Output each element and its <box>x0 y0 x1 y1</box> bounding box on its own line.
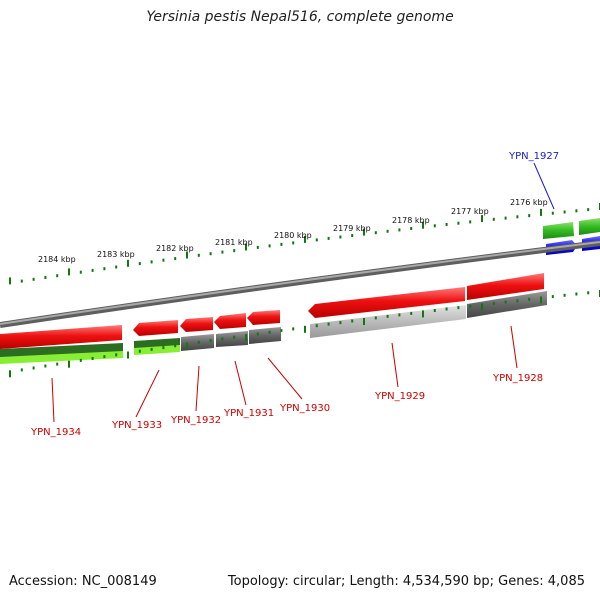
ruler-tick-label: 2176 kbp <box>510 198 548 207</box>
gc-dark-segment <box>0 343 123 359</box>
cds-forward-arrow[interactable] <box>0 325 122 349</box>
gene-labels: YPN_1927 YPN_1928 YPN_1929 YPN_1930 YPN_… <box>30 151 559 438</box>
cds-green-feature <box>579 218 600 235</box>
outer-ruler <box>9 203 600 285</box>
ruler-tick-label: 2181 kbp <box>215 238 253 247</box>
gene-label-ypn-1934[interactable]: YPN_1934 <box>30 427 81 438</box>
leader-line <box>234 360 247 406</box>
gc-light-segment <box>0 351 123 364</box>
gene-label-ypn-1929[interactable]: YPN_1929 <box>374 391 425 402</box>
cds-gray-feature <box>467 291 547 318</box>
gene-label-ypn-1932[interactable]: YPN_1932 <box>170 415 221 426</box>
ruler-tick-label: 2177 kbp <box>451 207 489 216</box>
accession-text: Accession: NC_008149 <box>9 574 157 589</box>
ruler-tick-label: 2178 kbp <box>392 216 430 225</box>
cds-forward-arrow[interactable] <box>133 320 178 336</box>
gene-label-ypn-1930[interactable]: YPN_1930 <box>279 403 330 414</box>
gene-label-ypn-1927[interactable]: YPN_1927 <box>508 151 559 162</box>
ruler-tick-labels: 2184 kbp 2183 kbp 2182 kbp 2181 kbp 2180… <box>38 198 548 264</box>
leader-line <box>267 357 303 400</box>
cds-forward-arrow[interactable] <box>467 273 544 300</box>
cds-forward-arrow[interactable] <box>214 313 246 329</box>
cds-forward-arrow[interactable] <box>180 317 213 332</box>
leader-line <box>51 377 55 423</box>
cds-forward-arrow[interactable] <box>308 287 465 318</box>
inner-ruler <box>9 290 600 378</box>
page-title: Yersinia pestis Nepal516, complete genom… <box>146 9 454 25</box>
topology-summary: Topology: circular; Length: 4,534,590 bp… <box>227 574 585 589</box>
gene-label-ypn-1931[interactable]: YPN_1931 <box>223 408 274 419</box>
leader-line <box>195 365 200 412</box>
ruler-tick-label: 2184 kbp <box>38 255 76 264</box>
cds-gray-feature <box>249 327 281 344</box>
gc-light-segment <box>134 345 180 355</box>
gene-label-ypn-1928[interactable]: YPN_1928 <box>492 373 543 384</box>
gene-label-ypn-1933[interactable]: YPN_1933 <box>111 420 162 431</box>
cds-forward-arrow[interactable] <box>247 310 280 325</box>
ruler-tick-label: 2182 kbp <box>156 244 194 253</box>
cds-gray-feature <box>181 334 214 351</box>
leader-line <box>510 325 518 369</box>
ruler-tick-label: 2179 kbp <box>333 224 371 233</box>
leader-line <box>533 162 555 210</box>
ruler-tick-label: 2180 kbp <box>274 231 312 240</box>
cds-gray-feature <box>310 305 466 338</box>
leader-line <box>391 342 399 388</box>
forward-cds-track <box>0 273 544 349</box>
ruler-tick-label: 2183 kbp <box>97 250 135 259</box>
genome-backbone-highlight <box>0 241 600 325</box>
cds-green-feature <box>543 222 574 239</box>
cds-gray-feature <box>216 331 248 347</box>
leader-line <box>135 369 160 418</box>
gc-track <box>0 291 547 364</box>
gene-leader-lines <box>51 162 555 423</box>
